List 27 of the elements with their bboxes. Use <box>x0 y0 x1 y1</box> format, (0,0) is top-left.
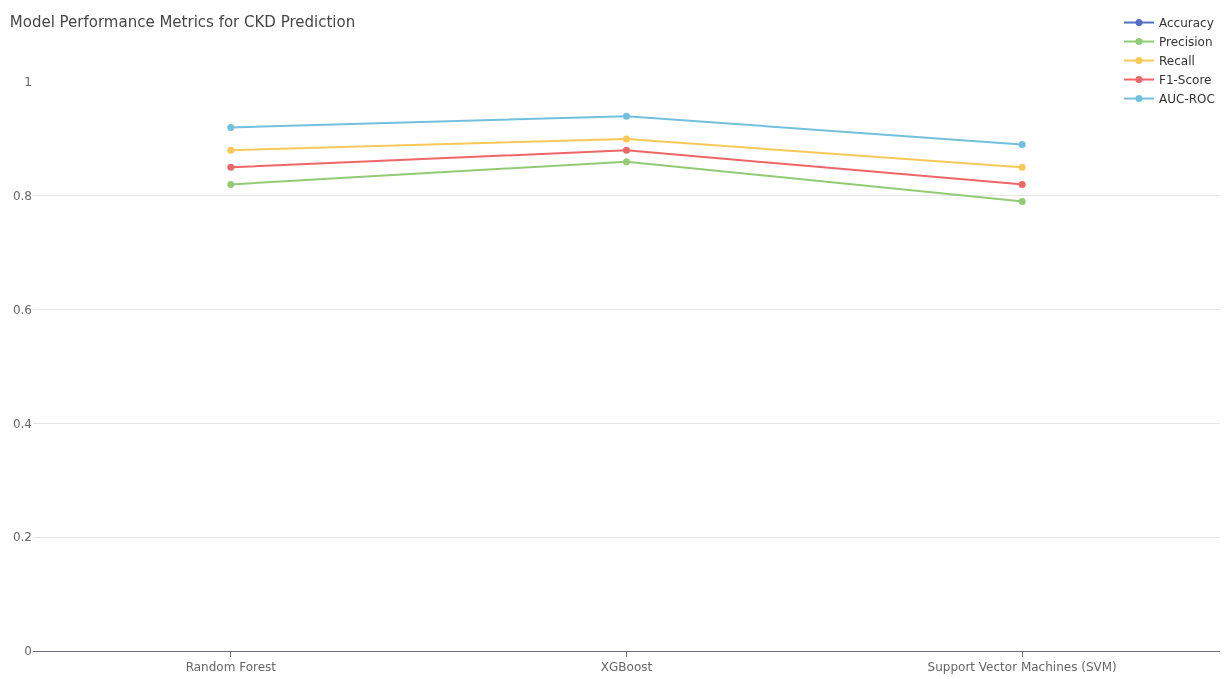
point <box>227 180 235 188</box>
x-tick-label: XGBoost <box>600 660 653 675</box>
y-tick-label: 0.6 <box>12 302 32 317</box>
point <box>623 112 630 120</box>
point <box>227 146 235 154</box>
point <box>1018 180 1026 188</box>
y-tick-label: 1 <box>24 75 32 90</box>
y-tick-label: 0.8 <box>12 189 32 203</box>
point <box>227 163 235 171</box>
legend-label: Recall <box>1159 54 1195 69</box>
x-tick-label: Support Vector Machines (SVM) <box>927 660 1117 675</box>
x-tick-label: Random Forest <box>185 660 277 675</box>
point <box>227 124 235 132</box>
point <box>623 158 630 166</box>
legend-label: F1-Score <box>1159 73 1212 88</box>
y-tick-label: 0.4 <box>12 416 32 431</box>
legend-label: Accuracy <box>1159 16 1214 31</box>
point <box>623 146 630 154</box>
chart-title: Model Performance Metrics for CKD Prediction <box>9 13 356 32</box>
legend-label: AUC-ROC <box>1159 92 1215 107</box>
point <box>1018 197 1026 205</box>
y-tick-label: 0 <box>24 644 32 659</box>
point <box>623 135 630 143</box>
point <box>1018 163 1026 171</box>
point <box>1018 141 1026 149</box>
legend-label: Precision <box>1159 35 1213 50</box>
y-tick-label: 0.2 <box>12 530 32 545</box>
